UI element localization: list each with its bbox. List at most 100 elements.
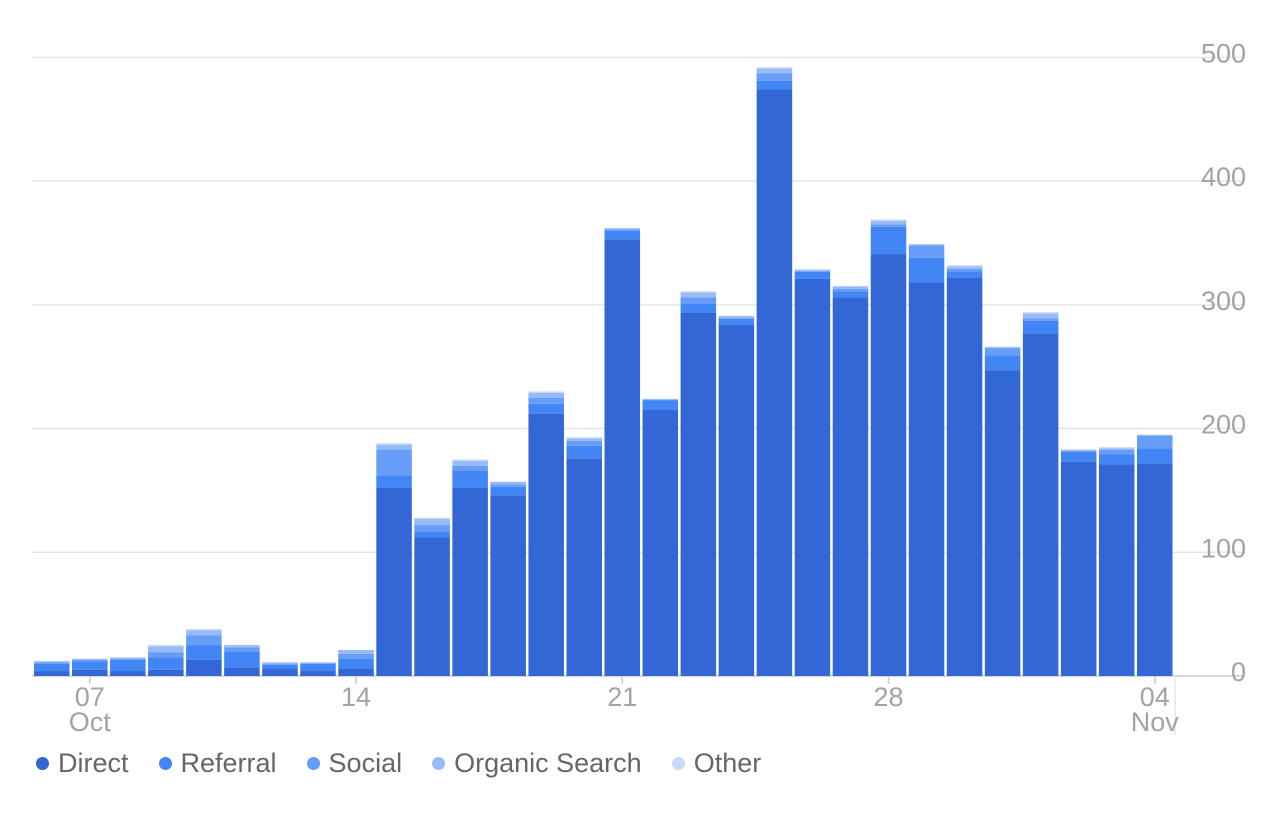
bar-segment-referral[interactable] xyxy=(376,475,412,488)
bar-segment-social[interactable] xyxy=(680,297,717,304)
bar-segment-social[interactable] xyxy=(1136,435,1173,449)
bar-segment-referral[interactable] xyxy=(1098,454,1135,465)
bar-segment-referral[interactable] xyxy=(946,271,983,278)
bar-segment-social[interactable] xyxy=(338,653,374,659)
bar-segment-social[interactable] xyxy=(1098,449,1135,455)
bar-segment-referral[interactable] xyxy=(414,531,450,538)
bar-segment-referral[interactable] xyxy=(870,226,907,255)
bar-segment-other[interactable] xyxy=(1022,312,1059,314)
legend-item-referral[interactable]: Referral xyxy=(158,748,277,779)
bar-segment-referral[interactable] xyxy=(452,470,488,488)
bar-segment-other[interactable] xyxy=(870,219,907,221)
legend-item-other[interactable]: Other xyxy=(671,748,761,779)
legend-item-direct[interactable]: Direct xyxy=(36,748,129,779)
bar-segment-referral[interactable] xyxy=(186,645,222,660)
bar-segment-direct[interactable] xyxy=(1022,333,1059,676)
bar-segment-referral[interactable] xyxy=(566,445,602,459)
bar-segment-direct[interactable] xyxy=(224,667,260,676)
bar-segment-other[interactable] xyxy=(186,628,222,631)
bar-segment-referral[interactable] xyxy=(490,486,526,496)
bar-segment-organic-search[interactable] xyxy=(1022,313,1059,319)
bar-segment-social[interactable] xyxy=(908,245,945,258)
bar-segment-other[interactable] xyxy=(148,645,184,647)
bar-segment-direct[interactable] xyxy=(148,669,184,676)
bar-segment-organic-search[interactable] xyxy=(1098,448,1135,450)
bar-segment-direct[interactable] xyxy=(832,297,869,676)
bar-segment-organic-search[interactable] xyxy=(72,658,108,660)
bar-segment-referral[interactable] xyxy=(794,271,831,279)
bar-segment-organic-search[interactable] xyxy=(338,650,374,654)
bar-segment-referral[interactable] xyxy=(908,257,945,283)
bar-segment-direct[interactable] xyxy=(414,537,450,676)
bar-segment-referral[interactable] xyxy=(680,303,717,313)
bar-segment-social[interactable] xyxy=(566,440,602,446)
bar-segment-organic-search[interactable] xyxy=(870,220,907,225)
bar-segment-social[interactable] xyxy=(186,635,222,646)
bar-segment-other[interactable] xyxy=(946,265,983,267)
bar-segment-social[interactable] xyxy=(946,268,983,272)
bar-segment-organic-search[interactable] xyxy=(718,315,755,319)
bar-segment-direct[interactable] xyxy=(186,659,222,676)
bar-segment-other[interactable] xyxy=(566,437,602,439)
bar-segment-social[interactable] xyxy=(110,658,146,660)
bar-segment-direct[interactable] xyxy=(490,495,526,676)
bar-segment-organic-search[interactable] xyxy=(262,662,298,664)
bar-segment-social[interactable] xyxy=(376,449,412,476)
bar-segment-referral[interactable] xyxy=(338,658,374,669)
bar-segment-social[interactable] xyxy=(490,484,526,487)
bar-segment-referral[interactable] xyxy=(984,355,1021,371)
bar-segment-direct[interactable] xyxy=(300,671,336,676)
bar-segment-social[interactable] xyxy=(452,465,488,471)
bar-segment-social[interactable] xyxy=(832,288,869,292)
bar-segment-organic-search[interactable] xyxy=(300,662,336,664)
bar-segment-referral[interactable] xyxy=(1022,320,1059,334)
bar-segment-direct[interactable] xyxy=(1136,463,1173,676)
bar-segment-referral[interactable] xyxy=(224,651,260,668)
bar-segment-direct[interactable] xyxy=(870,254,907,677)
bar-segment-organic-search[interactable] xyxy=(794,270,831,272)
bar-segment-other[interactable] xyxy=(528,391,564,393)
bar-segment-direct[interactable] xyxy=(604,239,641,676)
bar-segment-other[interactable] xyxy=(452,459,488,461)
bar-segment-other[interactable] xyxy=(376,443,412,445)
bar-segment-social[interactable] xyxy=(72,659,108,662)
bar-segment-referral[interactable] xyxy=(72,661,108,670)
bar-segment-other[interactable] xyxy=(680,291,717,293)
bar-segment-referral[interactable] xyxy=(34,663,70,672)
bar-segment-direct[interactable] xyxy=(528,413,564,676)
bar-segment-organic-search[interactable] xyxy=(110,657,146,659)
bar-segment-direct[interactable] xyxy=(338,668,374,676)
bar-segment-referral[interactable] xyxy=(262,664,298,669)
bar-segment-other[interactable] xyxy=(794,268,831,271)
bar-segment-organic-search[interactable] xyxy=(1136,434,1173,436)
legend-item-social[interactable]: Social xyxy=(306,748,402,779)
bar-segment-social[interactable] xyxy=(756,73,793,81)
bar-segment-referral[interactable] xyxy=(1136,448,1173,464)
bar-segment-organic-search[interactable] xyxy=(452,460,488,466)
bar-segment-direct[interactable] xyxy=(262,668,298,676)
bar-segment-organic-search[interactable] xyxy=(984,346,1021,349)
bar-segment-direct[interactable] xyxy=(566,458,602,676)
bar-segment-direct[interactable] xyxy=(34,671,70,676)
bar-segment-social[interactable] xyxy=(34,662,70,664)
bar-segment-organic-search[interactable] xyxy=(1060,449,1097,451)
bar-segment-organic-search[interactable] xyxy=(528,392,564,398)
bar-segment-organic-search[interactable] xyxy=(414,518,450,526)
bar-segment-social[interactable] xyxy=(984,348,1021,356)
bar-segment-referral[interactable] xyxy=(718,318,755,325)
bar-segment-organic-search[interactable] xyxy=(186,630,222,636)
bar-segment-organic-search[interactable] xyxy=(490,481,526,485)
bar-segment-direct[interactable] xyxy=(946,277,983,676)
bar-segment-direct[interactable] xyxy=(756,89,793,676)
bar-segment-organic-search[interactable] xyxy=(642,398,679,401)
bar-segment-social[interactable] xyxy=(262,663,298,665)
bar-segment-referral[interactable] xyxy=(148,657,184,670)
bar-segment-social[interactable] xyxy=(1022,318,1059,321)
bar-segment-direct[interactable] xyxy=(1060,461,1097,676)
bar-segment-organic-search[interactable] xyxy=(908,244,945,246)
bar-segment-other[interactable] xyxy=(1098,447,1135,449)
bar-segment-referral[interactable] xyxy=(528,403,564,414)
bar-segment-direct[interactable] xyxy=(1098,464,1135,676)
bar-segment-other[interactable] xyxy=(756,67,793,69)
bar-segment-direct[interactable] xyxy=(680,312,717,676)
